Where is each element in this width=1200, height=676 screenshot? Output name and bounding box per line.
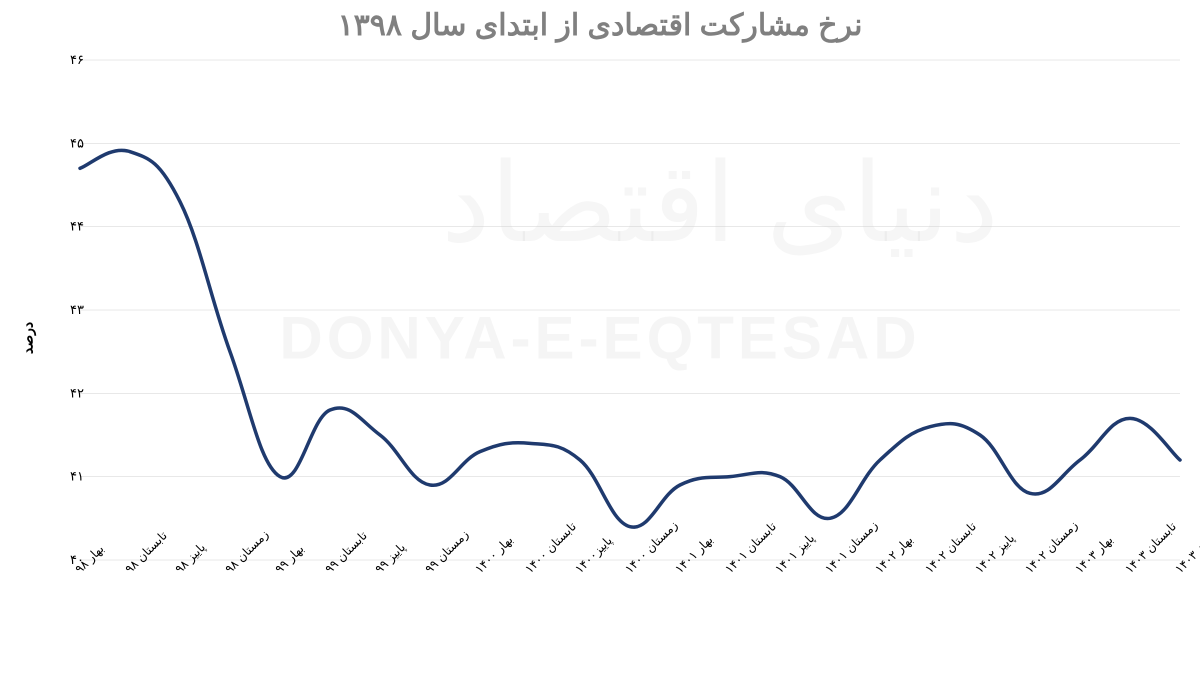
x-tick-label: پاییز ۹۸ [172,540,208,576]
x-tick-label: پاییز ۱۴۰۳ [1172,531,1200,576]
x-tick-label: زمستان ۹۹ [422,527,471,576]
y-tick-label: ۴۳ [70,302,84,317]
y-tick-label: ۴۲ [70,385,84,400]
x-tick-label: پاییز ۱۴۰۱ [772,531,817,576]
y-tick-label: ۴۵ [70,135,84,150]
x-tick-label: تابستان ۱۴۰۱ [722,519,779,576]
x-tick-label: تابستان ۹۸ [122,528,170,576]
chart-svg: ۴۰۴۱۴۲۴۳۴۴۴۵۴۶بهار ۹۸تابستان ۹۸پاییز ۹۸ز… [0,0,1200,676]
x-tick-label: تابستان ۱۴۰۳ [1122,519,1179,576]
x-tick-label: بهار ۱۴۰۳ [1072,533,1115,576]
x-tick-label: بهار ۱۴۰۰ [472,533,515,576]
x-tick-label: بهار ۹۹ [272,542,306,576]
x-tick-label: پاییز ۱۴۰۲ [972,531,1017,576]
x-tick-label: تابستان ۱۴۰۲ [922,519,979,576]
data-line [80,150,1180,527]
y-tick-label: ۴۴ [70,219,84,234]
y-tick-label: ۴۶ [70,52,84,67]
x-tick-label: تابستان ۱۴۰۰ [522,519,579,576]
x-tick-label: تابستان ۹۹ [322,528,370,576]
x-tick-label: زمستان ۹۸ [222,527,271,576]
x-tick-label: زمستان ۱۴۰۲ [1022,518,1080,576]
x-tick-label: بهار ۱۴۰۲ [872,533,915,576]
x-tick-label: بهار ۱۴۰۱ [672,533,715,576]
y-tick-label: ۴۱ [70,469,84,484]
x-tick-label: زمستان ۱۴۰۱ [822,518,880,576]
chart-container: نرخ مشارکت اقتصادی از ابتدای سال ۱۳۹۸ دن… [0,0,1200,676]
x-tick-label: پاییز۱۴۰۰ [572,533,615,576]
x-tick-label: پاییز ۹۹ [372,540,408,576]
